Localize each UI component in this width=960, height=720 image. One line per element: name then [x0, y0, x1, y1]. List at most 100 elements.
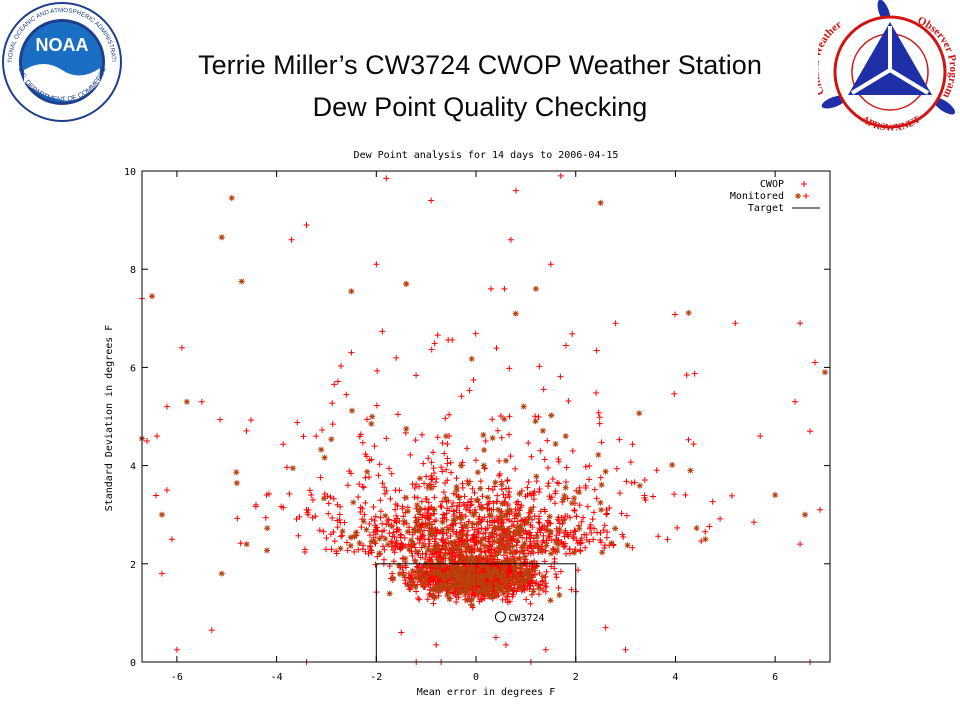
cwop-point: [389, 533, 396, 540]
cwop-point: [334, 524, 341, 531]
cwop-point: [551, 565, 558, 572]
cwop-point: [525, 439, 532, 446]
monitored-point: [417, 575, 424, 582]
monitored-point: [470, 566, 477, 573]
cwop-point: [475, 530, 482, 537]
cwop-point: [479, 493, 486, 500]
monitored-point: [451, 517, 458, 524]
monitored-point: [500, 590, 507, 597]
monitored-point: [471, 581, 478, 588]
cwop-point: [416, 562, 423, 569]
cwop-point: [393, 512, 400, 519]
monitored-point: [468, 596, 475, 603]
cwop-point: [383, 487, 390, 494]
monitored-point: [624, 542, 631, 549]
cwop-point: [329, 514, 336, 521]
cwop-point: [563, 464, 570, 471]
monitored-point: [576, 525, 583, 532]
monitored-point: [453, 486, 460, 493]
cwop-point: [590, 536, 597, 543]
monitored-point: [543, 542, 550, 549]
monitored-point: [597, 199, 604, 206]
cwop-point: [469, 536, 476, 543]
cwop-point: [385, 516, 392, 523]
monitored-point: [476, 574, 483, 581]
monitored-point: [412, 527, 419, 534]
monitored-point: [498, 510, 505, 517]
cwop-point: [506, 488, 513, 495]
cwop-point: [757, 433, 764, 440]
monitored-point: [477, 539, 484, 546]
cwop-point: [469, 524, 476, 531]
cwop-point: [430, 578, 437, 585]
monitored-point: [562, 484, 569, 491]
cwop-point: [303, 506, 310, 513]
cwop-point: [286, 490, 293, 497]
cwop-point: [544, 464, 551, 471]
monitored-point: [508, 549, 515, 556]
cwop-point: [593, 389, 600, 396]
monitored-point: [702, 536, 709, 543]
cwop-point: [330, 529, 337, 536]
cwop-point: [362, 474, 369, 481]
cwop-point: [717, 515, 724, 522]
cwop-point: [536, 489, 543, 496]
y-tick-label: 0: [130, 658, 136, 669]
monitored-point: [441, 575, 448, 582]
cwop-point: [540, 386, 547, 393]
cwop-point: [444, 440, 451, 447]
monitored-point: [466, 564, 473, 571]
monitored-point: [440, 571, 447, 578]
x-tick-label: 4: [672, 672, 678, 683]
monitored-point: [477, 560, 484, 567]
monitored-point: [479, 535, 486, 542]
cwop-point: [379, 480, 386, 487]
monitored-point: [522, 570, 529, 577]
monitored-point: [463, 522, 470, 529]
cwop-point: [392, 501, 399, 508]
cwop-point: [411, 485, 418, 492]
cwop-point: [351, 548, 358, 555]
cwop-point: [414, 494, 421, 501]
cwop-point: [812, 359, 819, 366]
monitored-point: [320, 495, 327, 502]
cwop-point: [309, 496, 316, 503]
slide-title-line-2: Dew Point Quality Checking: [312, 92, 648, 122]
monitored-point: [501, 416, 508, 423]
cwop-point: [541, 522, 548, 529]
cwop-point: [528, 453, 535, 460]
cwop-point: [590, 509, 597, 516]
x-tick-label: -4: [271, 672, 283, 683]
cwop-point: [571, 507, 578, 514]
cwop-point: [321, 490, 328, 497]
monitored-point: [465, 583, 472, 590]
cwop-point: [552, 571, 559, 578]
cwop-point: [355, 546, 362, 553]
cwop-point: [525, 550, 532, 557]
cwop-point: [463, 445, 470, 452]
monitored-point: [463, 574, 470, 581]
monitored-point: [532, 418, 539, 425]
monitored-point: [514, 537, 521, 544]
cwop-point: [600, 527, 607, 534]
monitored-point: [471, 510, 478, 517]
monitored-point: [491, 538, 498, 545]
monitored-point: [427, 528, 434, 535]
monitored-point: [498, 578, 505, 585]
cwop-point: [374, 553, 381, 560]
monitored-point: [489, 574, 496, 581]
cwop-point: [535, 515, 542, 522]
monitored-point: [483, 553, 490, 560]
monitored-point: [520, 543, 527, 550]
cwop-point: [428, 475, 435, 482]
monitored-point: [498, 514, 505, 521]
cwop-point: [702, 528, 709, 535]
cwop-point: [372, 513, 379, 520]
cwop-point: [603, 511, 610, 518]
monitored-point: [406, 546, 413, 553]
monitored-point: [451, 543, 458, 550]
cwop-point: [363, 416, 370, 423]
cwop-point: [629, 441, 636, 448]
monitored-point: [502, 512, 509, 519]
